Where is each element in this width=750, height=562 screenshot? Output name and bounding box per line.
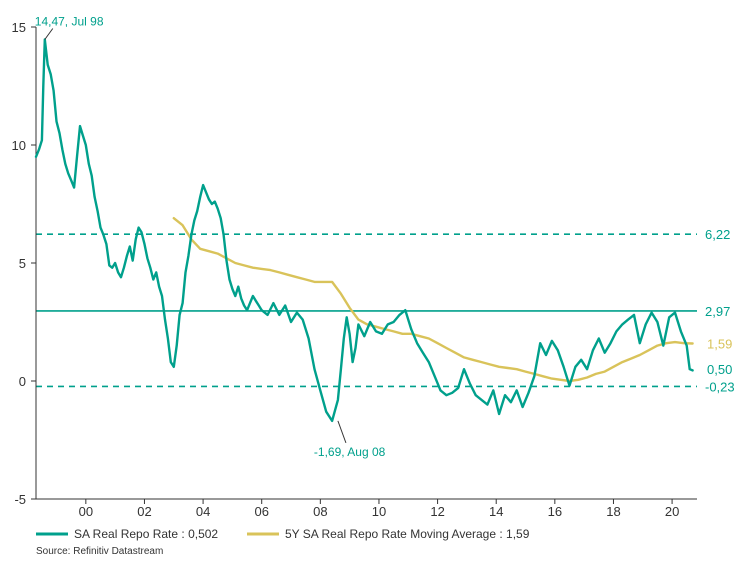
end-labels: 1,59 0,50 — [707, 336, 732, 377]
series-lines — [34, 38, 694, 423]
reference-line-label: 2,97 — [705, 304, 730, 319]
x-tick-label: 08 — [313, 504, 327, 519]
annotation-trough: -1,69, Aug 08 — [314, 445, 386, 459]
x-tick-label: 00 — [79, 504, 93, 519]
y-ticks: -5 0 5 10 15 — [12, 20, 36, 507]
x-tick-label: 16 — [548, 504, 562, 519]
legend: SA Real Repo Rate : 0,502 5Y SA Real Repo… — [36, 527, 530, 541]
end-value-label: 0,50 — [707, 362, 732, 377]
source-note: Source: Refinitiv Datastream — [36, 546, 163, 557]
x-tick-label: 18 — [606, 504, 620, 519]
end-value-label: 1,59 — [707, 336, 732, 351]
x-tick-label: 06 — [254, 504, 268, 519]
legend-label: SA Real Repo Rate : 0,502 — [74, 527, 218, 541]
x-tick-label: 02 — [137, 504, 151, 519]
legend-label: 5Y SA Real Repo Rate Moving Average : 1,… — [285, 527, 530, 541]
annotations: 14,47, Jul 98 -1,69, Aug 08 — [35, 15, 386, 459]
reference-line-label: -0,23 — [705, 379, 735, 394]
x-ticks: 00 02 04 06 08 10 12 14 16 18 20 — [79, 499, 679, 519]
reference-lines: 6,22 2,97 -0,23 — [36, 227, 735, 394]
axes — [35, 27, 697, 500]
x-tick-label: 14 — [489, 504, 503, 519]
y-tick-label: 5 — [19, 256, 26, 271]
x-tick-label: 04 — [196, 504, 210, 519]
y-tick-label: -5 — [14, 492, 26, 507]
series-line — [172, 216, 694, 383]
annotation-leader — [44, 28, 54, 40]
annotation-peak: 14,47, Jul 98 — [35, 15, 104, 29]
x-tick-label: 12 — [430, 504, 444, 519]
y-tick-label: 10 — [12, 138, 26, 153]
reference-line-label: 6,22 — [705, 227, 730, 242]
x-tick-label: 10 — [372, 504, 386, 519]
series-line — [34, 38, 694, 423]
y-tick-label: 0 — [19, 374, 26, 389]
annotation-leader — [337, 420, 347, 444]
x-tick-label: 20 — [665, 504, 679, 519]
y-tick-label: 15 — [12, 20, 26, 35]
